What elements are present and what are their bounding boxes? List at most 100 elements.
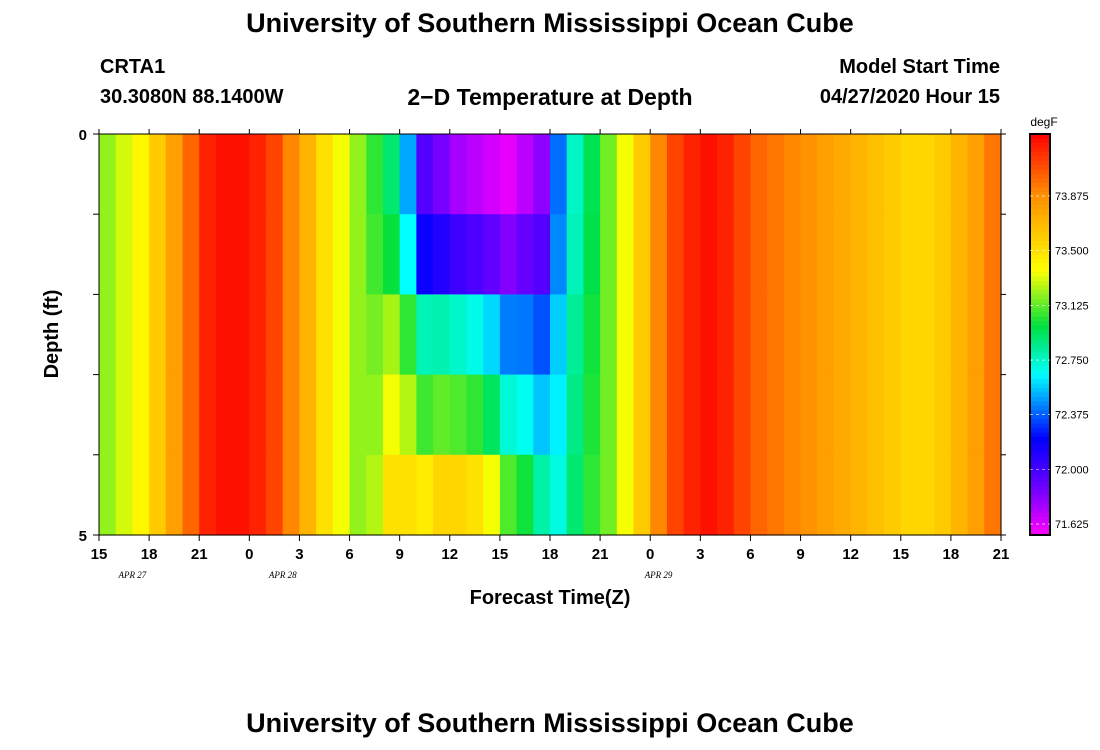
colorbar-band — [1030, 423, 1050, 429]
heatmap-cell — [533, 294, 551, 376]
heatmap-cell — [499, 134, 518, 215]
heatmap-cell — [984, 214, 1002, 295]
heatmap-cell — [934, 134, 952, 215]
heatmap-cell — [165, 134, 184, 215]
heatmap-cell — [750, 214, 768, 295]
colorbar-band — [1030, 303, 1050, 309]
heatmap-cell — [917, 374, 935, 456]
heatmap-cell — [115, 294, 133, 376]
heatmap-cell — [917, 134, 935, 215]
y-tick-label: 0 — [79, 127, 87, 144]
heatmap-cell — [950, 374, 969, 456]
heatmap-cell — [867, 374, 885, 456]
colorbar-band — [1030, 356, 1050, 362]
heatmap-cell — [165, 294, 184, 376]
heatmap-cell — [833, 294, 852, 376]
colorbar-band — [1030, 223, 1050, 229]
heatmap-cell — [199, 294, 217, 376]
colorbar-band — [1030, 450, 1050, 456]
heatmap-cell — [717, 374, 735, 456]
heatmap-cell — [449, 454, 468, 536]
heatmap-cell — [900, 134, 919, 215]
colorbar-band — [1030, 512, 1050, 518]
heatmap-cell — [700, 134, 718, 215]
heatmap-cell — [466, 374, 484, 456]
heatmap-cell — [99, 374, 117, 456]
heatmap-cell — [433, 134, 451, 215]
heatmap-cell — [650, 214, 668, 295]
heatmap-cell — [449, 374, 468, 456]
heatmap-cell — [282, 294, 301, 376]
x-tick-label: 15 — [91, 546, 108, 563]
y-axis: 05 — [79, 127, 1006, 545]
heatmap-cell — [900, 454, 919, 536]
colorbar-band — [1030, 191, 1050, 197]
heatmap-cell — [817, 294, 835, 376]
colorbar-band — [1030, 352, 1050, 358]
heatmap-cell — [483, 374, 501, 456]
heatmap-cell — [700, 454, 718, 536]
heatmap-cell — [650, 374, 668, 456]
heatmap-cell — [800, 294, 818, 376]
heatmap-cell — [182, 134, 200, 215]
heatmap-cell — [399, 454, 417, 536]
heatmap-cell — [499, 374, 518, 456]
heatmap-cell — [215, 134, 234, 215]
colorbar-tick-label: 73.875 — [1055, 191, 1089, 203]
heatmap-cell — [366, 294, 384, 376]
colorbar-band — [1030, 232, 1050, 238]
colorbar-band — [1030, 410, 1050, 416]
heatmap-cell — [249, 214, 267, 295]
colorbar-band — [1030, 142, 1050, 148]
heatmap-cell — [199, 454, 217, 536]
heatmap-cell — [750, 294, 768, 376]
heatmap-cell — [533, 374, 551, 456]
heatmap-cell — [499, 454, 518, 536]
heatmap-cell — [984, 134, 1002, 215]
colorbar-band — [1030, 218, 1050, 224]
colorbar-band — [1030, 200, 1050, 206]
colorbar-band — [1030, 254, 1050, 260]
heatmap-cell — [767, 374, 785, 456]
colorbar-band — [1030, 214, 1050, 220]
heatmap-cell — [332, 134, 351, 215]
heatmap-cell — [683, 294, 701, 376]
heatmap-cell — [600, 454, 618, 536]
heatmap-cell — [934, 294, 952, 376]
heatmap-cell — [165, 214, 184, 295]
colorbar-band — [1030, 508, 1050, 514]
colorbar-band — [1030, 432, 1050, 438]
heatmap-cell — [366, 214, 384, 295]
heatmap-cell — [399, 214, 417, 295]
heatmap-cell — [132, 214, 150, 295]
colorbar-band — [1030, 267, 1050, 273]
heatmap-cell — [616, 374, 635, 456]
x-tick-label: 15 — [892, 546, 909, 563]
x-axis: 15 18 21 0 3 6 9 12 15 18 21 0 3 6 9 12 15 18 21 APR 27 APR … — [91, 129, 1010, 580]
heatmap-cell — [382, 374, 401, 456]
heatmap-cell — [550, 374, 568, 456]
colorbar-band — [1030, 174, 1050, 180]
colorbar-band — [1030, 477, 1050, 483]
heatmap-cell — [99, 134, 117, 215]
heatmap-cell — [884, 454, 902, 536]
date-label: APR 29 — [644, 570, 673, 580]
heatmap-cell — [399, 374, 417, 456]
heatmap-cell — [650, 294, 668, 376]
colorbar: 73.875 73.500 73.125 72.750 72.375 72.000 71.6… — [1029, 133, 1089, 536]
heatmap-cell — [483, 134, 501, 215]
heatmap-cell — [215, 374, 234, 456]
colorbar-tick-label: 72.750 — [1055, 355, 1089, 367]
x-tick-label: 21 — [993, 546, 1010, 563]
heatmap-cell — [332, 294, 351, 376]
heatmap-cell — [683, 374, 701, 456]
heatmap-cell — [266, 374, 284, 456]
heatmap-cell — [666, 134, 685, 215]
colorbar-band — [1030, 401, 1050, 407]
heatmap-cell — [783, 294, 802, 376]
x-tick-label: 21 — [592, 546, 609, 563]
heatmap-cell — [884, 134, 902, 215]
heatmap-cell — [416, 294, 434, 376]
colorbar-band — [1030, 521, 1050, 527]
heatmap-cell — [182, 374, 200, 456]
